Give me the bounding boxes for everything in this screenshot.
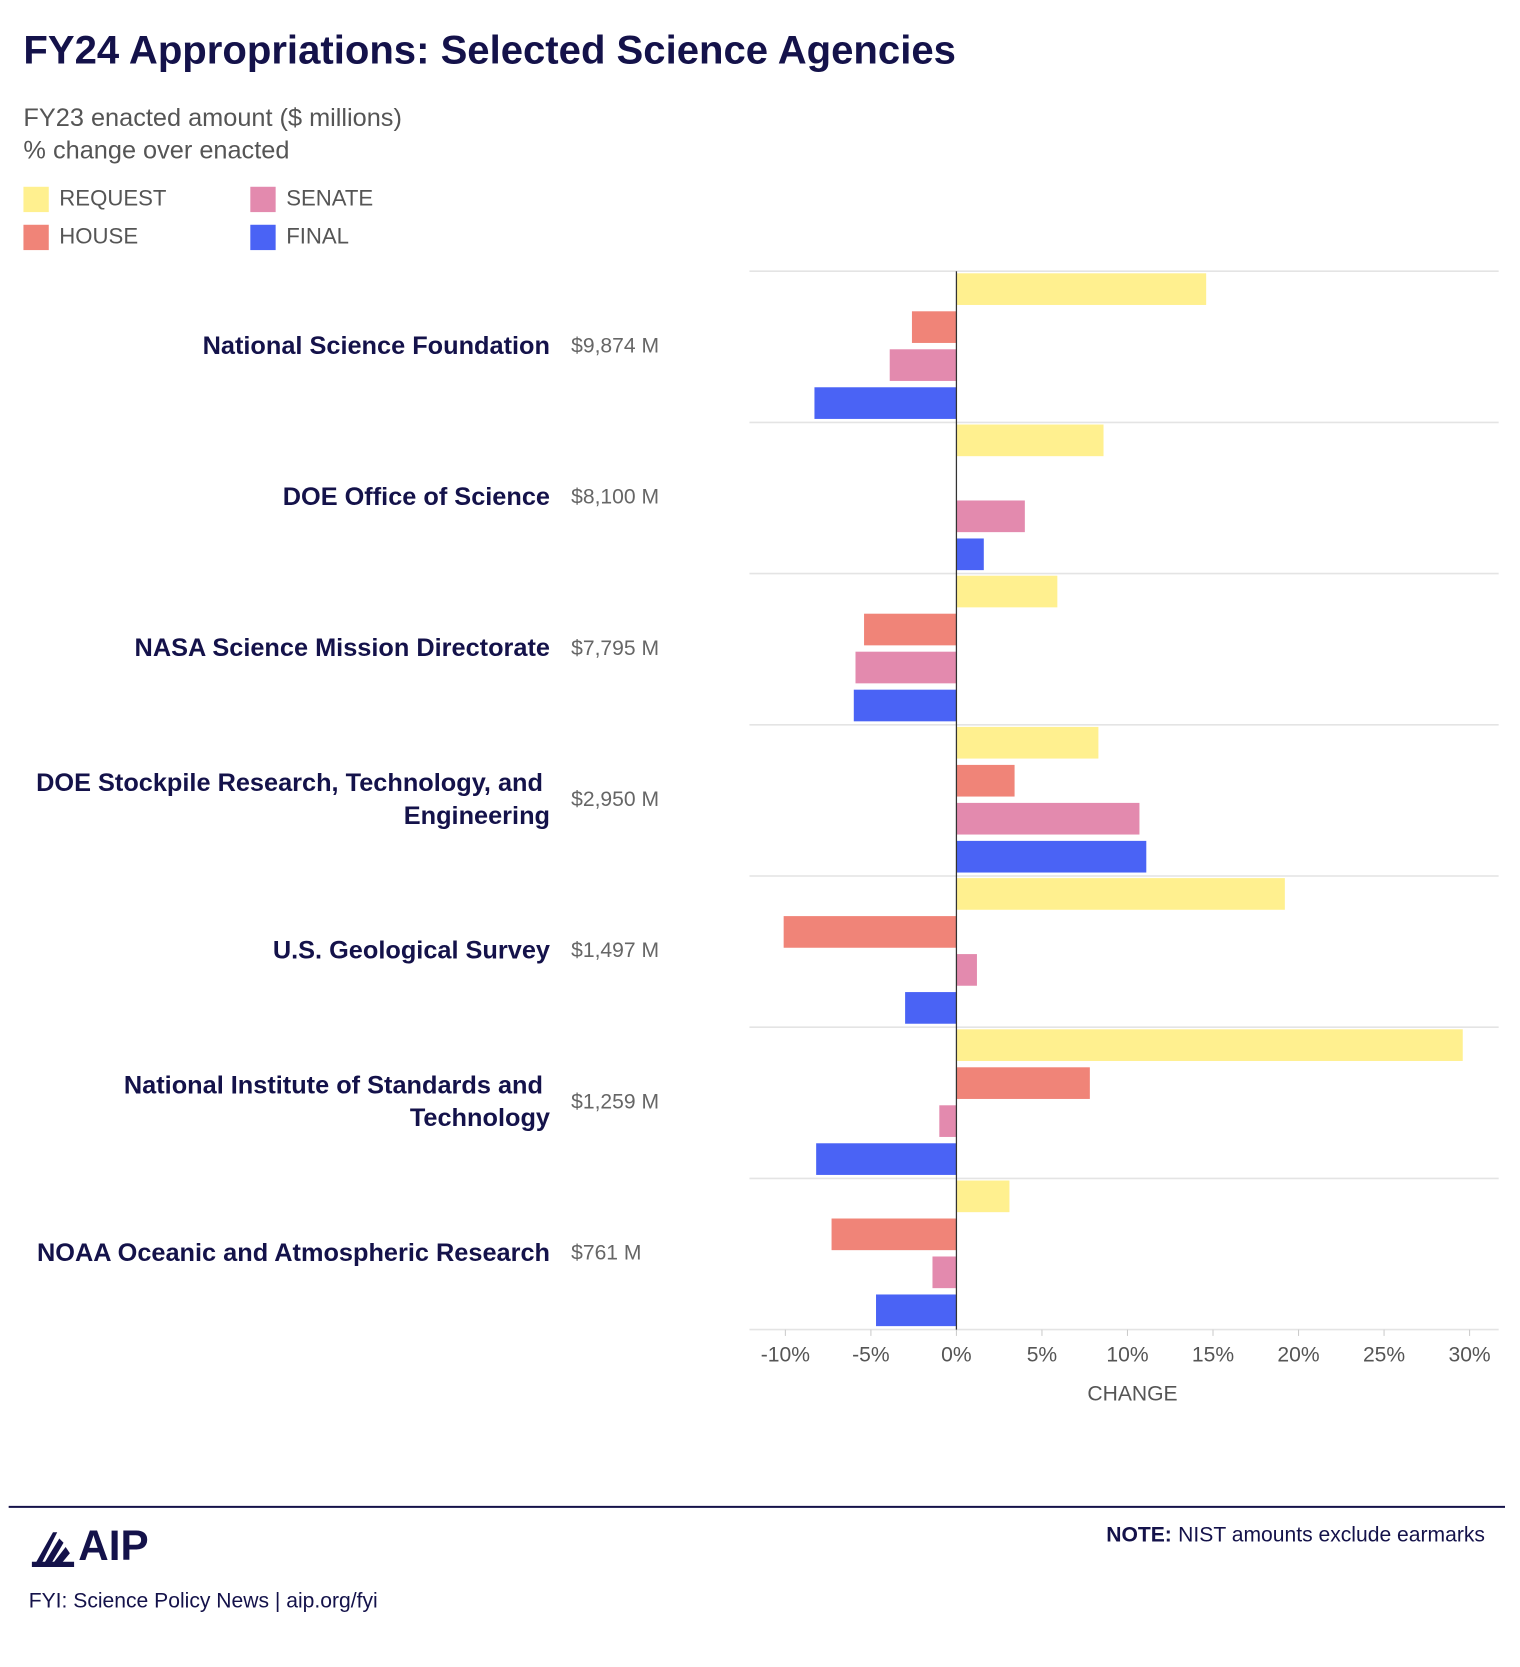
- category-label: National Science Foundation: [203, 331, 550, 359]
- bar: [783, 916, 957, 948]
- bar: [939, 1105, 957, 1137]
- legend-label: REQUEST: [59, 185, 167, 210]
- category-label: DOE Stockpile Research, Technology, and …: [36, 769, 550, 830]
- bar: [956, 1067, 1090, 1099]
- category-label-line: Technology: [410, 1104, 550, 1132]
- x-tick-label: -10%: [761, 1344, 810, 1367]
- bar: [956, 802, 1140, 835]
- bar: [932, 1256, 957, 1289]
- category-label-line: National Science Foundation: [203, 331, 550, 359]
- x-tick-label: 30%: [1448, 1344, 1490, 1367]
- amount-label: $8,100 M: [571, 486, 659, 509]
- category-label: U.S. Geological Survey: [273, 936, 550, 964]
- amount-label: $2,950 M: [571, 788, 659, 811]
- x-tick-label: 10%: [1106, 1344, 1148, 1367]
- category-label: DOE Office of Science: [283, 483, 550, 511]
- category-label-line: DOE Stockpile Research, Technology, and: [36, 769, 550, 797]
- bar: [905, 992, 957, 1024]
- bar: [956, 500, 1025, 533]
- x-tick-label: 15%: [1192, 1344, 1234, 1367]
- legend-swatch: [250, 186, 276, 213]
- category-label-line: Engineering: [404, 801, 550, 829]
- bar: [855, 651, 957, 684]
- amount-label: $1,259 M: [571, 1090, 659, 1113]
- bar: [956, 878, 1285, 910]
- source: FYI: Science Policy News | aip.org/fyi: [29, 1589, 378, 1612]
- x-tick-label: 5%: [1027, 1344, 1058, 1367]
- bar: [956, 424, 1104, 457]
- logo-text: AIP: [78, 1522, 148, 1569]
- amount-label: $9,874 M: [571, 334, 659, 357]
- aip-logo-icon: [31, 1532, 75, 1568]
- bar: [911, 311, 957, 343]
- chart-title: FY24 Appropriations: Selected Science Ag…: [23, 28, 955, 72]
- note-text: NIST amounts exclude earmarks: [1178, 1523, 1485, 1546]
- note-label: NOTE:: [1106, 1523, 1172, 1546]
- x-tick-label: 0%: [941, 1344, 972, 1367]
- subtitle: FY23 enacted amount ($ millions): [23, 104, 401, 132]
- legend-swatch: [23, 224, 49, 251]
- bar: [814, 387, 957, 419]
- bar: [956, 538, 984, 571]
- legend-label: FINAL: [286, 223, 349, 248]
- category-label-line: U.S. Geological Survey: [273, 936, 550, 964]
- amount-label: $761 M: [571, 1242, 641, 1265]
- x-axis-label: CHANGE: [1087, 1383, 1177, 1406]
- bar: [853, 689, 957, 722]
- bar: [864, 613, 957, 646]
- category-label-line: NASA Science Mission Directorate: [135, 634, 550, 662]
- note: NOTE: NIST amounts exclude earmarks: [1106, 1523, 1485, 1546]
- bar: [956, 575, 1058, 608]
- bar: [956, 726, 1099, 759]
- x-tick-label: -5%: [852, 1344, 890, 1367]
- bar: [956, 1180, 1010, 1213]
- x-tick-label: 25%: [1363, 1344, 1405, 1367]
- category-label-line: NOAA Oceanic and Atmospheric Research: [37, 1239, 550, 1267]
- amount-label: $7,795 M: [571, 637, 659, 660]
- legend-label: HOUSE: [59, 223, 138, 248]
- amount-label: $1,497 M: [571, 939, 659, 962]
- legend-label: SENATE: [286, 185, 373, 210]
- category-label-line: National Institute of Standards and: [124, 1071, 550, 1099]
- category-label-line: DOE Office of Science: [283, 483, 550, 511]
- legend-swatch: [250, 224, 276, 251]
- x-tick-label: 20%: [1277, 1344, 1319, 1367]
- bar: [956, 764, 1015, 797]
- bar: [956, 840, 1147, 873]
- category-label: NOAA Oceanic and Atmospheric Research: [37, 1239, 550, 1267]
- bar: [831, 1218, 957, 1251]
- bar: [816, 1143, 957, 1175]
- subtitle: % change over enacted: [23, 137, 289, 165]
- category-label: NASA Science Mission Directorate: [135, 634, 550, 662]
- legend-swatch: [23, 186, 49, 213]
- bar: [889, 349, 957, 381]
- bar: [956, 1029, 1463, 1061]
- bar: [956, 273, 1207, 305]
- bar: [956, 954, 977, 986]
- category-label: National Institute of Standards and Tech…: [124, 1071, 550, 1132]
- bar: [876, 1294, 957, 1327]
